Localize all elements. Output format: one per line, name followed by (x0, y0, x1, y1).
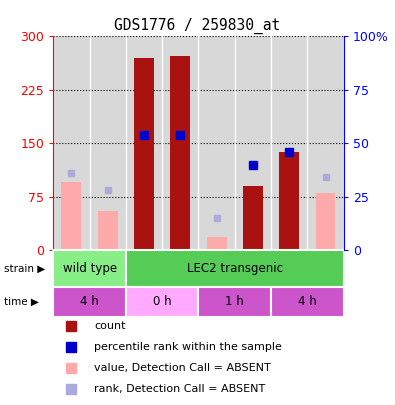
Bar (243, 186, 263, 250)
Bar (271, 36, 307, 250)
Bar (90, 36, 126, 250)
Bar (126, 250, 344, 287)
Bar (62, 182, 81, 250)
Bar (98, 211, 118, 250)
Bar (316, 193, 335, 250)
Bar (53, 36, 90, 250)
Text: 1 h: 1 h (226, 295, 244, 308)
Bar (307, 36, 344, 250)
Text: wild type: wild type (62, 262, 117, 275)
Text: LEC2 transgenic: LEC2 transgenic (187, 262, 283, 275)
Bar (53, 250, 126, 287)
Bar (235, 36, 271, 250)
Bar (134, 58, 154, 250)
Bar (271, 287, 344, 317)
Text: time ▶: time ▶ (4, 297, 39, 307)
Text: GDS1776 / 259830_at: GDS1776 / 259830_at (115, 18, 280, 34)
Bar (126, 36, 162, 250)
Bar (126, 287, 199, 317)
Bar (162, 36, 199, 250)
Bar (53, 287, 126, 317)
Text: value, Detection Call = ABSENT: value, Detection Call = ABSENT (94, 363, 271, 373)
Text: 4 h: 4 h (80, 295, 99, 308)
Text: percentile rank within the sample: percentile rank within the sample (94, 342, 282, 352)
Text: count: count (94, 322, 126, 331)
Text: strain ▶: strain ▶ (4, 263, 45, 273)
Bar (199, 287, 271, 317)
Bar (199, 36, 235, 250)
Text: rank, Detection Call = ABSENT: rank, Detection Call = ABSENT (94, 384, 265, 394)
Text: 0 h: 0 h (153, 295, 171, 308)
Bar (170, 56, 190, 250)
Bar (279, 152, 299, 250)
Text: 4 h: 4 h (298, 295, 317, 308)
Bar (207, 237, 227, 250)
